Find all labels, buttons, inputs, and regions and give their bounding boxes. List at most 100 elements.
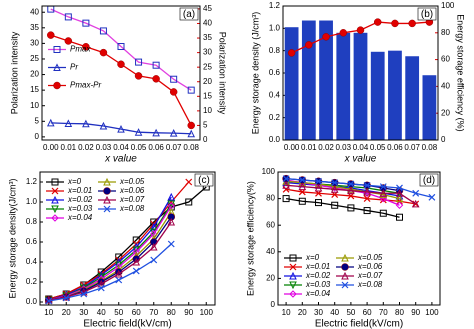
y-tick-label: 0.6 [269, 68, 281, 77]
x-tick-label: 0.01 [61, 143, 77, 152]
legend-label: x=0.01 [67, 186, 92, 195]
y-tick-label: 1.2 [26, 177, 38, 186]
marker [391, 19, 399, 28]
y-tick-label: 80 [266, 194, 275, 203]
legend-label: x=0.07 [357, 271, 383, 280]
x-axis-title: Electric field(kV/cm) [315, 319, 403, 329]
y-tick-label: 1.2 [269, 1, 281, 10]
marker [64, 13, 72, 21]
marker [134, 128, 143, 136]
marker [289, 290, 297, 298]
marker [115, 276, 123, 284]
x-tick-label: 70 [149, 308, 158, 317]
y2-tick-label: 60 [441, 55, 450, 64]
y-tick-label: 0.0 [26, 297, 38, 306]
marker [97, 279, 106, 288]
marker [103, 177, 111, 186]
y2-axis-title: Energy storage efficiency (%) [456, 14, 466, 131]
legend-label: x=0.02 [305, 271, 331, 280]
y-tick-label: 100 [262, 167, 276, 176]
marker [395, 201, 404, 209]
marker [341, 271, 349, 280]
marker [356, 26, 365, 34]
marker [363, 187, 371, 196]
marker [282, 181, 290, 189]
marker [167, 213, 175, 221]
panel-label-box [179, 7, 199, 21]
marker [132, 257, 141, 266]
y2-tick-label: 100 [441, 1, 455, 10]
panel-label: (d) [423, 175, 435, 186]
marker [53, 81, 61, 90]
marker [289, 281, 297, 290]
series-line [50, 8, 192, 91]
marker [117, 60, 125, 69]
series-line [286, 178, 433, 198]
marker [62, 294, 70, 302]
x-tick-label: 80 [395, 308, 404, 317]
y2-tick-label: 0 [441, 135, 446, 144]
marker [282, 175, 290, 183]
series-line [48, 243, 172, 302]
marker [289, 254, 297, 262]
marker [117, 43, 125, 51]
y-tick-label: 0.6 [26, 237, 38, 246]
x-tick-label: 40 [330, 308, 339, 317]
marker [46, 118, 55, 127]
y-tick-label: 15 [30, 85, 39, 94]
y-tick-label: 0.4 [269, 90, 281, 99]
x-tick-label: 90 [184, 308, 193, 317]
y2-tick-label: 20 [203, 77, 212, 86]
marker [103, 205, 111, 213]
x-tick-label: 90 [411, 308, 420, 317]
y-axis-title: Energy storage efficiency(%) [245, 181, 255, 296]
y-tick-label: 35 [30, 23, 39, 32]
marker [152, 128, 160, 137]
x-tick-label: 10 [282, 308, 291, 317]
x-tick-label: 0.05 [131, 143, 147, 152]
marker [187, 121, 195, 130]
y-tick-label: 0 [35, 132, 40, 141]
marker [363, 207, 371, 215]
plot-frame [41, 5, 201, 141]
marker [408, 19, 416, 28]
bar [353, 32, 368, 140]
marker [97, 284, 105, 292]
series-line [50, 122, 192, 135]
marker [45, 297, 53, 305]
legend-label: x=0.05 [357, 253, 383, 262]
marker [373, 18, 382, 26]
y-tick-label: 0.8 [269, 46, 281, 55]
y2-tick-label: 45 [203, 4, 212, 13]
marker [47, 31, 55, 39]
marker [53, 63, 61, 71]
x-tick-label: 0.06 [148, 143, 164, 152]
marker [80, 290, 88, 298]
y2-tick-label: 35 [203, 33, 212, 42]
x-axis-title: Electric field(kV/cm) [83, 319, 171, 329]
y-tick-label: 0.4 [26, 257, 38, 266]
plot-frame [39, 171, 216, 306]
y2-tick-label: 5 [203, 121, 208, 130]
y-tick-label: 0.2 [26, 277, 38, 286]
marker [170, 75, 178, 83]
marker [152, 61, 160, 69]
bar [319, 20, 333, 141]
y-tick-label: 25 [30, 54, 39, 63]
marker [363, 181, 371, 189]
legend-label: x=0.01 [305, 262, 330, 271]
marker [185, 178, 193, 186]
marker [51, 178, 59, 186]
marker [187, 129, 196, 138]
y-tick-label: 60 [266, 220, 275, 229]
marker [341, 263, 349, 271]
x-tick-label: 10 [44, 308, 53, 317]
y2-tick-label: 25 [203, 62, 212, 71]
marker [167, 240, 175, 248]
marker [103, 187, 111, 195]
legend-label: x=0.05 [119, 177, 145, 186]
marker [149, 242, 158, 251]
marker [53, 46, 61, 53]
x-tick-label: 50 [114, 308, 123, 317]
